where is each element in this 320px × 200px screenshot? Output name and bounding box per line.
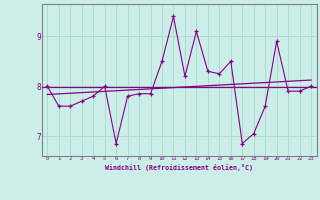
X-axis label: Windchill (Refroidissement éolien,°C): Windchill (Refroidissement éolien,°C) — [105, 164, 253, 171]
